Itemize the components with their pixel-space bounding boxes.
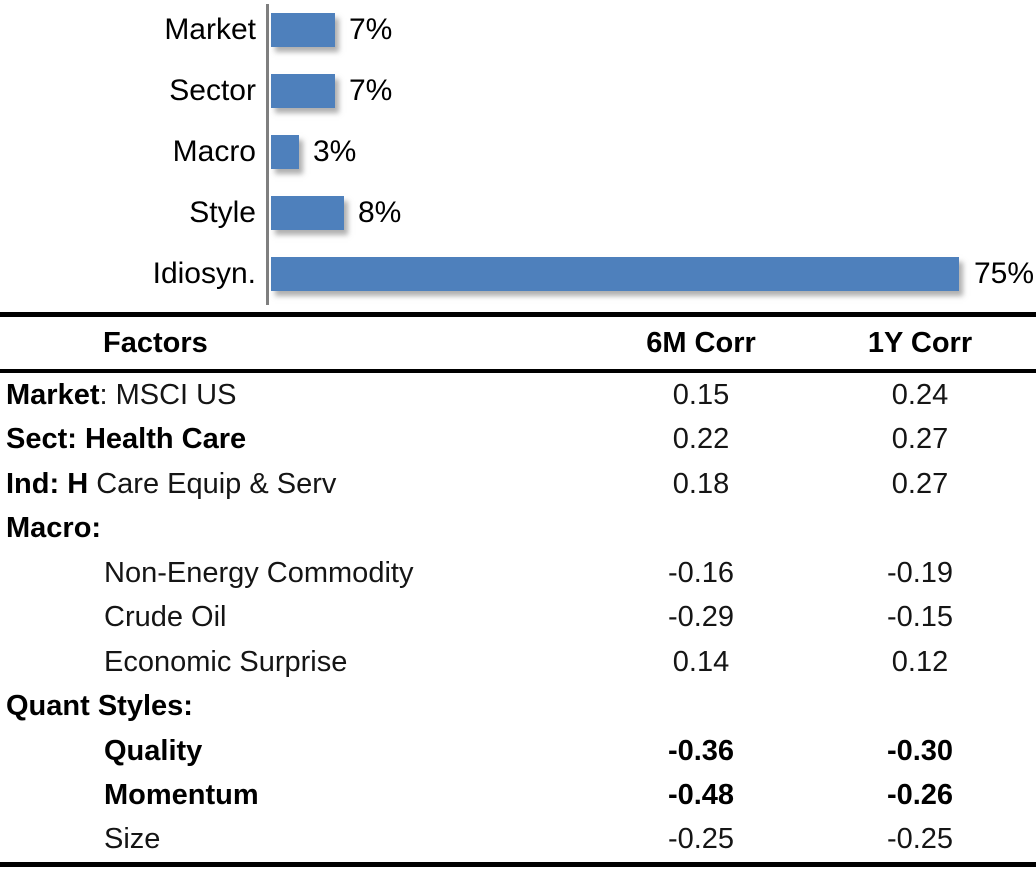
bar-value-label: 75% [973, 257, 1034, 290]
cell-6m-corr: 0.15 [672, 379, 730, 411]
row-label: Macro: [6, 506, 101, 550]
cell-1y-corr: 0.27 [891, 467, 949, 500]
row-label-segment: Quant Styles: [6, 690, 193, 723]
table-row: Non-Energy Commodity -0.16 -0.19 [0, 551, 1036, 595]
factor-correlation-table: Factors 6M Corr 1Y Corr Market: MSCI US 0… [0, 312, 1036, 867]
row-label: Quant Styles: [6, 684, 193, 728]
bar-value-label: 7% [349, 13, 393, 46]
row-label: Economic Surprise [104, 640, 347, 684]
cell-1y-corr: 0.12 [891, 645, 949, 678]
cell-1y-corr: -0.19 [886, 556, 954, 589]
row-label-segment: Quality [104, 734, 203, 767]
column-header-1y-corr: 1Y Corr [867, 327, 973, 359]
row-label: Size [104, 817, 160, 861]
cell-6m-corr: 0.22 [672, 423, 730, 456]
table-row: Ind: H Care Equip & Serv 0.18 0.27 [0, 462, 1036, 506]
row-label: Crude Oil [104, 595, 227, 639]
row-label-segment: Care Equip & Serv [88, 467, 337, 500]
cell-1y-corr: 0.27 [891, 423, 949, 456]
column-header-6m-corr: 6M Corr [646, 327, 756, 359]
table-header-row: Factors 6M Corr 1Y Corr [0, 317, 1036, 369]
table-row: Quant Styles: [0, 684, 1036, 728]
row-label-segment: Non-Energy Commodity [104, 556, 414, 589]
row-label-segment: : MSCI US [99, 379, 237, 411]
bar-value-label: 7% [349, 74, 393, 107]
column-header-factors: Factors [103, 327, 208, 359]
cell-6m-corr: -0.36 [667, 734, 735, 767]
table-top-border [0, 312, 1036, 317]
bar-category-label: Idiosyn. [152, 257, 256, 290]
table-row: Economic Surprise 0.14 0.12 [0, 640, 1036, 684]
row-label: Market: MSCI US [6, 373, 236, 417]
bar-style [271, 196, 344, 230]
cell-1y-corr: 0.24 [891, 379, 949, 411]
row-label: Sect: Health Care [6, 417, 246, 461]
bar-value-label: 3% [313, 135, 357, 168]
table-row: Quality -0.36 -0.30 [0, 729, 1036, 773]
table-bottom-border [0, 861, 1036, 867]
row-label: Non-Energy Commodity [104, 551, 413, 595]
table-row: Crude Oil -0.29 -0.15 [0, 595, 1036, 639]
table-row: Macro: [0, 506, 1036, 550]
cell-1y-corr: -0.15 [886, 601, 954, 634]
row-label-segment: Size [104, 823, 161, 856]
row-label-segment: Momentum [104, 778, 259, 811]
row-label-segment: Crude Oil [104, 601, 227, 634]
bar-category-label: Style [189, 196, 256, 229]
cell-6m-corr: -0.29 [667, 601, 735, 634]
cell-6m-corr: -0.16 [667, 556, 735, 589]
row-label: Momentum [104, 773, 259, 817]
cell-6m-corr: -0.48 [667, 778, 735, 811]
cell-6m-corr: 0.18 [672, 467, 730, 500]
table-row: Momentum -0.48 -0.26 [0, 773, 1036, 817]
cell-1y-corr: -0.25 [886, 823, 954, 856]
row-label-segment: Economic Surprise [104, 645, 348, 678]
row-label-segment: Ind: H [6, 467, 89, 500]
bar-category-label: Market [164, 13, 256, 46]
row-label-segment: Market [6, 379, 100, 411]
bar-macro [271, 135, 299, 169]
bar-market [271, 13, 335, 47]
cell-6m-corr: -0.25 [667, 823, 735, 856]
risk-decomposition-bar-chart: Market 7% Sector 7% Macro 3% Style 8% Idiosyn. 75… [0, 0, 1036, 312]
cell-6m-corr: 0.14 [672, 645, 730, 678]
table-row: Market: MSCI US 0.15 0.24 [0, 373, 1036, 417]
table-body: Market: MSCI US 0.15 0.24 Sect: Health Care… [0, 373, 1036, 862]
row-label: Ind: H Care Equip & Serv [6, 462, 336, 506]
bar-sector [271, 74, 335, 108]
row-label: Quality [104, 729, 202, 773]
bar-value-label: 8% [358, 196, 402, 229]
cell-1y-corr: -0.30 [886, 734, 954, 767]
chart-y-axis-line [266, 4, 269, 305]
bar-category-label: Macro [172, 135, 256, 168]
cell-1y-corr: -0.26 [886, 778, 954, 811]
row-label-segment: Sect: Health Care [6, 423, 247, 456]
row-label-segment: Macro: [6, 512, 102, 545]
table-header-divider [0, 369, 1036, 373]
bar-idiosyn [271, 257, 959, 291]
table-row: Size -0.25 -0.25 [0, 817, 1036, 861]
table-row: Sect: Health Care 0.22 0.27 [0, 417, 1036, 461]
bar-category-label: Sector [169, 74, 256, 107]
